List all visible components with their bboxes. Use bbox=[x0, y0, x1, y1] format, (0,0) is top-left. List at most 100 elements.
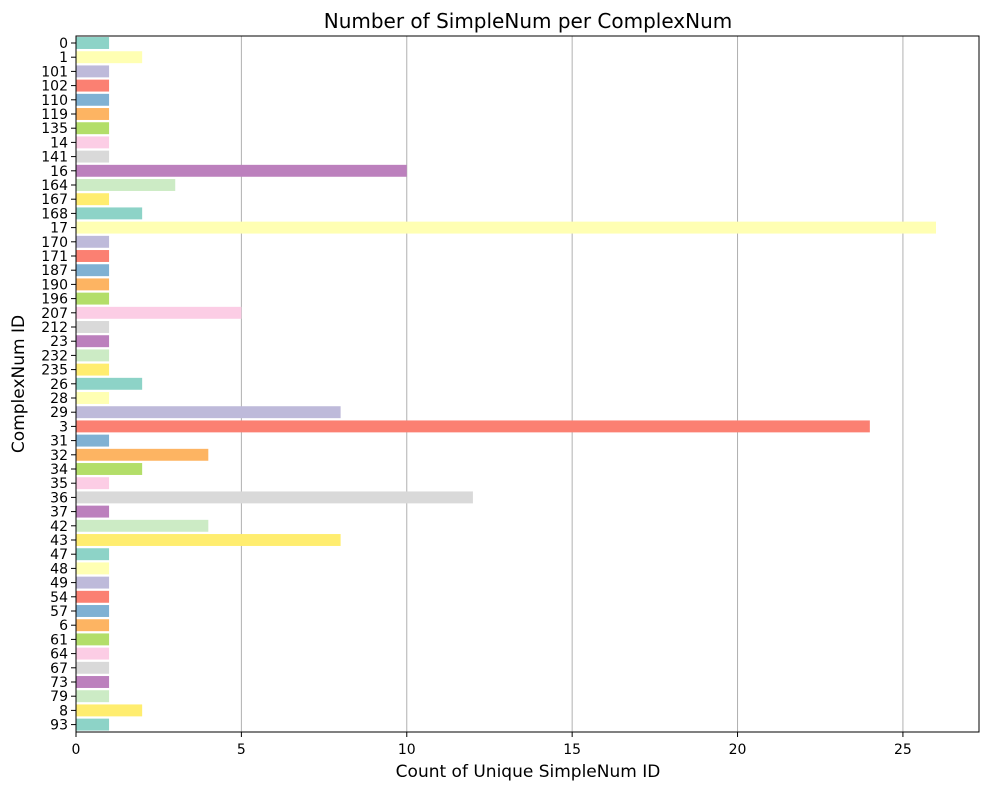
bar bbox=[76, 207, 143, 220]
y-tick-label: 196 bbox=[41, 292, 68, 308]
y-tick-label: 28 bbox=[50, 391, 68, 407]
y-tick-label: 67 bbox=[50, 661, 68, 677]
y-tick-label: 54 bbox=[50, 590, 68, 606]
y-tick-label: 167 bbox=[41, 192, 68, 208]
y-tick-label: 57 bbox=[50, 604, 68, 620]
y-tick-label: 168 bbox=[41, 206, 68, 222]
bar bbox=[76, 264, 110, 277]
bar bbox=[76, 505, 110, 518]
y-tick-label: 34 bbox=[50, 462, 68, 478]
bar bbox=[76, 576, 110, 589]
grid-lines bbox=[240, 36, 904, 732]
y-tick-label: 37 bbox=[50, 505, 68, 521]
x-tick-label: 15 bbox=[563, 742, 581, 758]
chart-title: Number of SimpleNum per ComplexNum bbox=[324, 9, 733, 33]
bar bbox=[76, 434, 110, 447]
y-tick-label: 42 bbox=[50, 519, 68, 535]
y-tick-label: 36 bbox=[50, 490, 68, 506]
bar bbox=[76, 448, 209, 461]
x-axis-label: Count of Unique SimpleNum ID bbox=[396, 762, 661, 782]
x-tick-label: 25 bbox=[894, 742, 912, 758]
y-axis-label: ComplexNum ID bbox=[9, 315, 29, 453]
y-tick-label: 16 bbox=[50, 164, 68, 180]
bar bbox=[76, 278, 110, 291]
y-tick-label: 17 bbox=[50, 221, 68, 237]
y-tick-label: 212 bbox=[41, 320, 68, 336]
bar bbox=[76, 548, 110, 561]
bar bbox=[76, 221, 936, 234]
y-tick-label: 31 bbox=[50, 434, 68, 450]
x-tick-label: 10 bbox=[398, 742, 416, 758]
bar bbox=[76, 363, 110, 376]
y-tick-label: 23 bbox=[50, 334, 68, 350]
y-tick-label: 6 bbox=[59, 618, 68, 634]
bar bbox=[76, 718, 110, 731]
bar bbox=[76, 37, 110, 49]
y-tick-label: 73 bbox=[50, 675, 68, 691]
y-tick-label: 190 bbox=[41, 277, 68, 293]
bar bbox=[76, 292, 110, 305]
y-tick-label: 3 bbox=[59, 419, 68, 435]
bar bbox=[76, 179, 176, 191]
bar bbox=[76, 676, 110, 688]
bar bbox=[76, 491, 473, 504]
x-tick-label: 20 bbox=[729, 742, 747, 758]
bar bbox=[76, 477, 110, 490]
bar bbox=[76, 51, 143, 64]
y-tick-label: 135 bbox=[41, 121, 68, 137]
bar bbox=[76, 250, 110, 262]
y-tick-label: 79 bbox=[50, 689, 68, 705]
bar bbox=[76, 164, 407, 177]
bar bbox=[76, 704, 143, 717]
bar bbox=[76, 633, 110, 646]
y-tick-label: 232 bbox=[41, 348, 68, 364]
bar bbox=[76, 661, 110, 674]
plot-frame bbox=[75, 35, 980, 733]
y-tick-labels: 0110110211011913514141161641671681717017… bbox=[41, 36, 76, 734]
y-tick-label: 170 bbox=[41, 235, 68, 251]
y-tick-label: 29 bbox=[50, 405, 68, 421]
bar bbox=[76, 392, 110, 404]
y-tick-label: 26 bbox=[50, 377, 68, 393]
bar bbox=[76, 562, 110, 575]
y-tick-label: 1 bbox=[59, 50, 68, 66]
bar bbox=[76, 335, 110, 348]
bar bbox=[76, 321, 110, 333]
bar bbox=[76, 93, 110, 106]
y-tick-label: 187 bbox=[41, 263, 68, 279]
y-tick-label: 8 bbox=[59, 703, 68, 719]
y-tick-label: 43 bbox=[50, 533, 68, 549]
bars bbox=[76, 37, 936, 731]
bar bbox=[76, 79, 110, 92]
bar bbox=[76, 306, 242, 319]
y-tick-label: 32 bbox=[50, 448, 68, 464]
bar bbox=[76, 690, 110, 703]
y-tick-label: 61 bbox=[50, 632, 68, 648]
bar bbox=[76, 590, 110, 603]
x-tick-label: 0 bbox=[72, 742, 81, 758]
bar bbox=[76, 136, 110, 149]
bar bbox=[76, 349, 110, 362]
y-tick-label: 235 bbox=[41, 363, 68, 379]
y-tick-label: 171 bbox=[41, 249, 68, 265]
bar bbox=[76, 605, 110, 617]
bar bbox=[76, 65, 110, 78]
y-tick-label: 141 bbox=[41, 150, 68, 166]
y-tick-label: 119 bbox=[41, 107, 68, 123]
bar bbox=[76, 647, 110, 660]
y-tick-label: 48 bbox=[50, 561, 68, 577]
y-tick-label: 93 bbox=[50, 718, 68, 734]
y-tick-label: 102 bbox=[41, 79, 68, 95]
y-tick-label: 164 bbox=[41, 178, 68, 194]
bar bbox=[76, 519, 209, 532]
y-tick-label: 49 bbox=[50, 576, 68, 592]
y-tick-label: 47 bbox=[50, 547, 68, 563]
bar bbox=[76, 193, 110, 206]
x-tick-labels: 0 5 10 15 20 25 bbox=[72, 732, 912, 758]
bar bbox=[76, 406, 341, 419]
bar bbox=[76, 420, 870, 433]
y-tick-label: 35 bbox=[50, 476, 68, 492]
x-tick-label: 5 bbox=[237, 742, 246, 758]
y-tick-label: 14 bbox=[50, 135, 68, 151]
